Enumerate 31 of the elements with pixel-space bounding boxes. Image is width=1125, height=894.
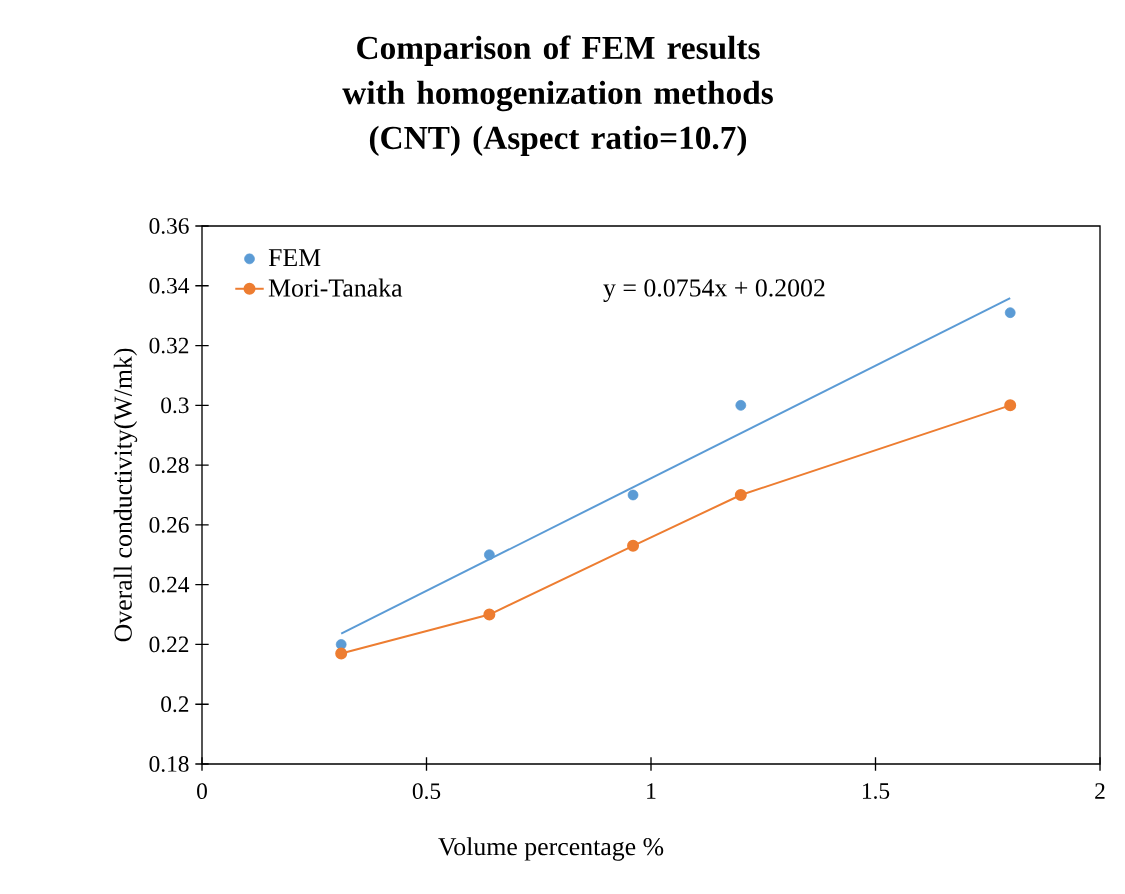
- y-tick-label: 0.26: [149, 516, 189, 533]
- y-tick-label: 0.36: [149, 218, 189, 234]
- y-axis-title: Overall conductivity(W/mk): [113, 348, 138, 642]
- x-tick-label: 1.5: [862, 783, 890, 799]
- point: [1004, 307, 1016, 319]
- y-tick-label: 0.34: [149, 277, 190, 294]
- annotation: y = 0.0754x + 0.2002: [603, 279, 825, 302]
- y-tick-label: 0.32: [149, 337, 189, 354]
- y-tick-label: 0.22: [149, 636, 189, 653]
- y-tick-label: 0.3: [161, 397, 189, 414]
- point: [734, 489, 747, 501]
- y-tick-label: 0.24: [149, 576, 190, 593]
- point: [627, 539, 640, 552]
- point: [1004, 399, 1017, 412]
- legend-label: FEM: [268, 249, 321, 267]
- y-tick-label: 0.18: [149, 756, 189, 772]
- x-axis-title: Volume percentage %: [438, 837, 664, 861]
- x-tick-label: 2: [1095, 783, 1105, 799]
- point: [335, 647, 348, 660]
- x-tick-label: 1: [647, 783, 656, 799]
- chart-title: Comparison of FEM results with homogenization methods (CNT) (Aspect ratio=10.7): [342, 35, 773, 156]
- y-tick-label: 0.28: [149, 457, 189, 474]
- legend-label: Mori-Tanaka: [268, 278, 403, 297]
- x-tick-label: 0: [197, 783, 207, 799]
- x-tick-label: 0.5: [412, 783, 441, 800]
- point: [735, 399, 747, 411]
- point: [335, 639, 347, 650]
- point: [627, 489, 639, 501]
- y-tick-label: 0.2: [161, 696, 189, 713]
- point: [483, 608, 496, 621]
- point: [484, 549, 495, 561]
